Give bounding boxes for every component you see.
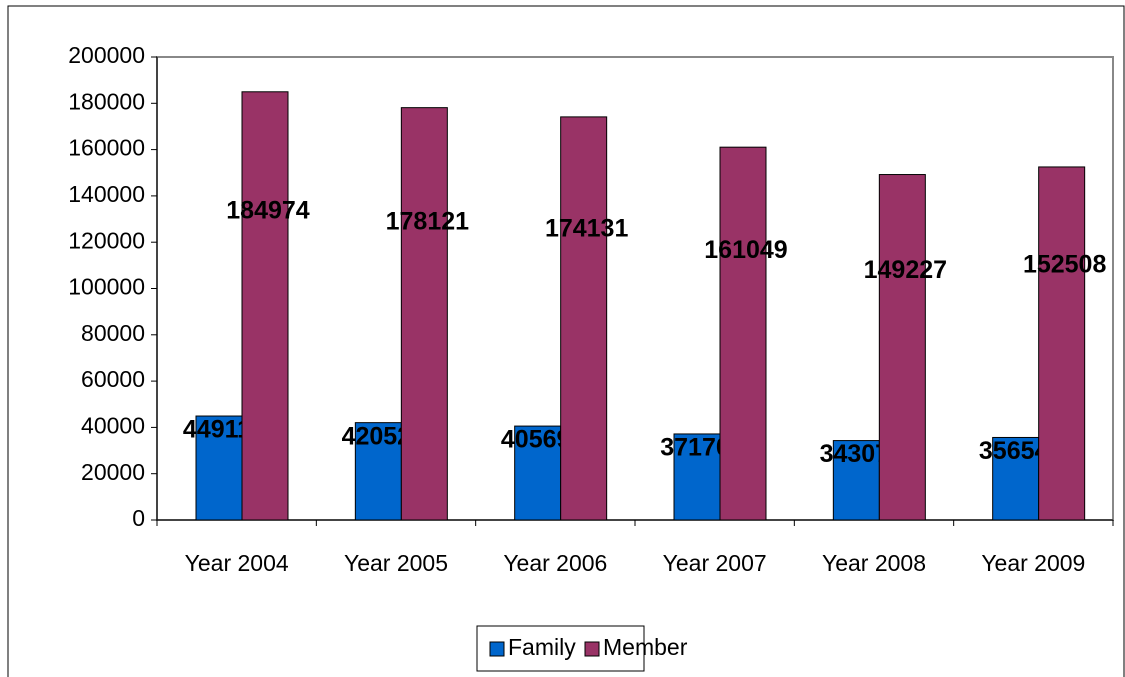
legend-swatch xyxy=(489,641,505,657)
bar xyxy=(514,425,562,521)
legend-label: Member xyxy=(603,634,688,660)
chart-border xyxy=(7,5,1125,677)
value-label: 37170 xyxy=(660,434,730,462)
value-label: 161049 xyxy=(704,236,787,264)
x-tick-label: Year 2006 xyxy=(503,550,607,576)
bar xyxy=(878,174,926,521)
y-tick-label: 40000 xyxy=(81,412,145,438)
plot-area xyxy=(156,56,1114,521)
value-label: 152508 xyxy=(1023,250,1107,278)
bar xyxy=(560,116,608,521)
bar xyxy=(241,91,289,521)
value-label: 178121 xyxy=(386,208,470,236)
value-label: 35654 xyxy=(979,437,1049,465)
x-tick-label: Year 2008 xyxy=(822,550,926,576)
bar xyxy=(400,107,448,521)
value-label: 40569 xyxy=(501,426,571,454)
value-label: 44911 xyxy=(183,416,251,444)
y-tick-label: 140000 xyxy=(68,181,145,207)
value-label: 42052 xyxy=(342,422,412,450)
y-tick-label: 60000 xyxy=(81,366,145,392)
value-label: 184974 xyxy=(226,196,310,224)
bar xyxy=(832,440,880,521)
y-tick-label: 160000 xyxy=(68,135,145,161)
y-tick-label: 120000 xyxy=(68,227,145,253)
y-tick-label: 80000 xyxy=(81,320,145,346)
legend-box xyxy=(476,625,645,672)
x-tick-label: Year 2009 xyxy=(981,550,1085,576)
bar xyxy=(1038,166,1086,521)
x-tick-label: Year 2005 xyxy=(344,550,448,576)
legend-label: Family xyxy=(508,634,576,660)
y-tick-label: 0 xyxy=(132,505,145,531)
value-label: 149227 xyxy=(864,256,947,284)
y-tick-label: 180000 xyxy=(68,88,145,114)
y-tick-label: 200000 xyxy=(68,42,145,68)
y-tick-label: 100000 xyxy=(68,274,145,300)
bar xyxy=(992,436,1040,521)
value-label: 174131 xyxy=(545,214,629,242)
x-tick-label: Year 2004 xyxy=(185,550,289,576)
y-tick-label: 20000 xyxy=(81,459,145,485)
value-label: 34307 xyxy=(820,440,890,468)
legend-swatch xyxy=(584,641,600,657)
bar xyxy=(673,433,721,521)
bar xyxy=(719,146,767,521)
x-tick-label: Year 2007 xyxy=(663,550,767,576)
